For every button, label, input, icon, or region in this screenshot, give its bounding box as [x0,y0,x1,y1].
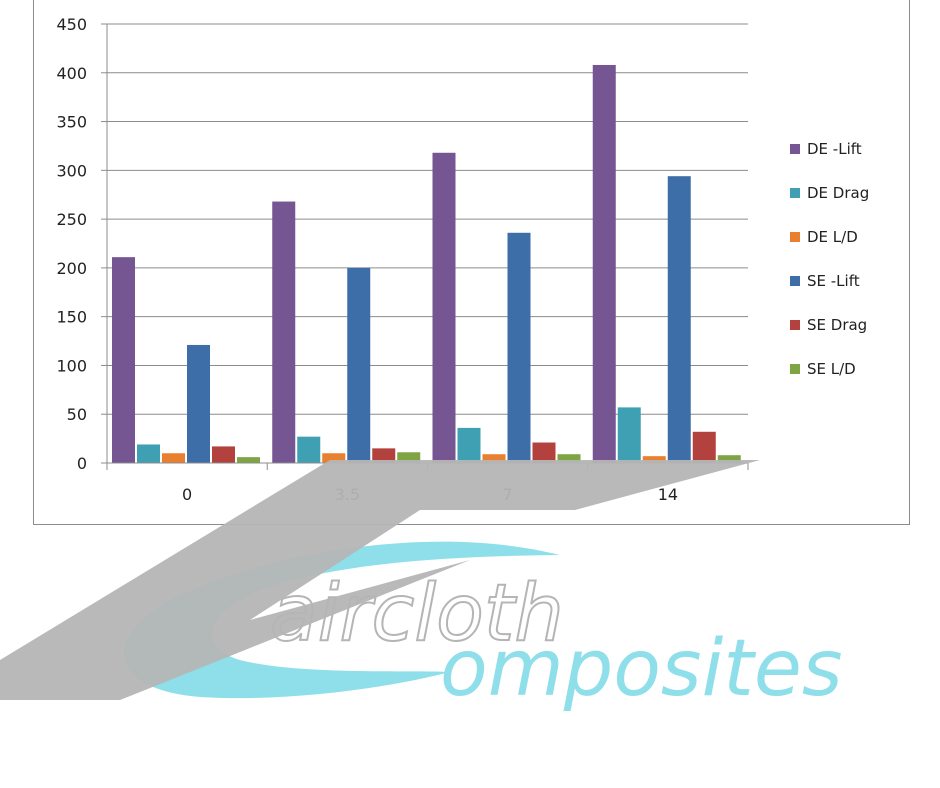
bar [137,444,160,463]
y-tick-label: 400 [56,64,87,83]
bar [592,64,616,464]
legend-label: DE L/D [807,228,858,246]
logo-text-line2: omposites [440,624,842,714]
y-tick-label: 250 [56,210,87,229]
bar [432,152,456,464]
bar [187,344,210,463]
y-tick-label: 50 [67,405,87,424]
bar [297,436,321,463]
legend-swatch [790,276,800,286]
legend-swatch [790,144,800,154]
bar [642,456,666,463]
bar [397,452,421,463]
legend-swatch [790,320,800,330]
bar [507,232,531,463]
bar [212,446,235,463]
legend-swatch [790,188,800,198]
gridlines: 0 50 100 150 200 250 300 350 400 450 [56,15,748,473]
bar [347,267,371,463]
bar [112,257,135,463]
y-tick-label: 350 [56,113,87,132]
y-tick-label: 100 [56,356,87,375]
bar [237,457,260,463]
y-tick-label: 200 [56,259,87,278]
bar [272,201,296,463]
y-tick-label: 450 [56,15,87,34]
bar [322,453,346,463]
logo-gray-band [0,460,760,700]
bar [457,427,481,463]
x-tick-label: 0 [182,485,192,504]
bars [112,64,741,464]
legend-label: SE L/D [807,360,856,378]
legend-swatch [790,364,800,374]
legend-label: DE Drag [807,184,869,202]
legend-label: SE Drag [807,316,867,334]
y-tick-label: 300 [56,161,87,180]
bar [617,407,641,463]
bar [717,455,741,463]
legend-swatch [790,232,800,242]
bar [372,448,396,463]
y-tick-label: 0 [77,454,87,473]
bar [162,453,185,463]
bar [532,442,556,463]
bar [667,176,691,464]
legend-label: DE -Lift [807,140,862,158]
company-logo: aircloth omposites [0,460,842,714]
bar [482,454,506,463]
bar [557,454,581,463]
x-tick-label: 14 [658,485,678,504]
legend-label: SE -Lift [807,272,860,290]
bar [692,431,716,463]
legend: DE -Lift DE Drag DE L/D SE -Lift SE Drag SE L… [790,140,869,378]
y-tick-label: 150 [56,308,87,327]
logo-text-line1: aircloth [270,569,564,659]
